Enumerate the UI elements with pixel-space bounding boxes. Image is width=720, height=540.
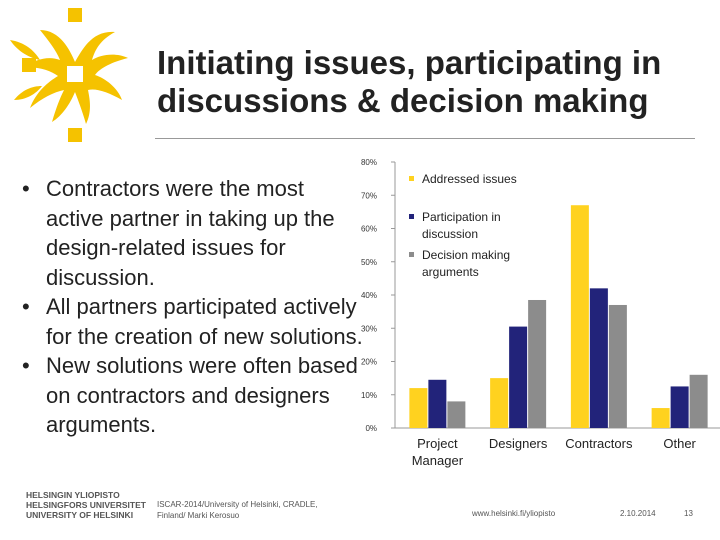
footer-logo-line: HELSINGFORS UNIVERSITET bbox=[26, 500, 146, 510]
legend-label-line: Decision making bbox=[422, 248, 510, 262]
x-tick-label: Contractors bbox=[565, 436, 633, 451]
bullet-list: • Contractors were the most active partn… bbox=[20, 174, 365, 440]
bullet-text: New solutions were often based on contra… bbox=[46, 353, 358, 437]
bar bbox=[608, 304, 627, 428]
bar bbox=[689, 374, 708, 428]
x-tick-label-line: Project bbox=[417, 436, 458, 451]
legend-swatch bbox=[409, 176, 414, 181]
y-tick-label: 60% bbox=[361, 225, 377, 234]
legend-label: Participation in discussion bbox=[422, 210, 501, 241]
bar bbox=[528, 299, 547, 428]
y-tick-label: 0% bbox=[365, 424, 377, 433]
legend-label: Decision making arguments bbox=[422, 248, 510, 279]
university-logo-icon bbox=[10, 8, 128, 142]
page-number: 13 bbox=[684, 509, 693, 518]
footer-university-name: HELSINGIN YLIOPISTO HELSINGFORS UNIVERSI… bbox=[26, 490, 146, 520]
legend-label-line: arguments bbox=[422, 265, 479, 279]
bullet-marker: • bbox=[22, 294, 30, 319]
bar bbox=[570, 205, 589, 428]
legend-label-line: Addressed issues bbox=[422, 172, 517, 186]
x-tick-label: Other bbox=[663, 436, 696, 451]
bullet-marker: • bbox=[22, 176, 30, 201]
y-tick-label: 70% bbox=[361, 191, 377, 200]
footer-credit: ISCAR-2014/University of Helsinki, CRADL… bbox=[157, 499, 318, 521]
bar bbox=[490, 378, 509, 428]
y-tick-label: 80% bbox=[361, 158, 377, 167]
bar-chart: 0% 10% 20% 30% 40% 50% 60% 70% 80% Project Manager… bbox=[361, 158, 720, 468]
bar bbox=[670, 386, 689, 428]
title-divider bbox=[155, 138, 695, 139]
footer-credit-line: Finland/ Marki Kerosuo bbox=[157, 511, 240, 520]
footer-logo-line: HELSINGIN YLIOPISTO bbox=[26, 490, 120, 500]
bar bbox=[509, 326, 528, 428]
legend-label: Addressed issues bbox=[422, 172, 517, 186]
y-tick-label: 30% bbox=[361, 324, 377, 333]
footer-date: 2.10.2014 bbox=[620, 509, 656, 518]
slide-title-line: Initiating issues, participating in bbox=[157, 44, 662, 81]
y-tick-label: 20% bbox=[361, 358, 377, 367]
footer-credit-line: ISCAR-2014/University of Helsinki, CRADL… bbox=[157, 500, 318, 509]
legend-label-line: discussion bbox=[422, 227, 478, 241]
bar bbox=[651, 408, 670, 428]
slide-title: Initiating issues, participating in disc… bbox=[157, 44, 697, 120]
x-tick-label-line: Manager bbox=[412, 453, 464, 468]
y-tick-label: 50% bbox=[361, 258, 377, 267]
bar bbox=[428, 379, 447, 428]
bullet-item: • All partners participated actively for… bbox=[20, 292, 365, 351]
legend-label-line: Participation in bbox=[422, 210, 501, 224]
footer-url: www.helsinki.fi/yliopisto bbox=[472, 509, 556, 518]
bar bbox=[409, 388, 428, 428]
x-tick-label: Designers bbox=[489, 436, 548, 451]
x-tick-label-line: Other bbox=[663, 436, 696, 451]
bullet-text: Contractors were the most active partner… bbox=[46, 176, 335, 290]
bar bbox=[447, 401, 466, 428]
bullet-text: All partners participated actively for t… bbox=[46, 294, 363, 349]
bullet-item: • New solutions were often based on cont… bbox=[20, 351, 365, 440]
legend-swatch bbox=[409, 214, 414, 219]
bullet-marker: • bbox=[22, 353, 30, 378]
y-tick-label: 40% bbox=[361, 291, 377, 300]
legend-swatch bbox=[409, 252, 414, 257]
x-tick-label: Project Manager bbox=[412, 436, 464, 468]
x-tick-label-line: Designers bbox=[489, 436, 548, 451]
bullet-item: • Contractors were the most active partn… bbox=[20, 174, 365, 292]
y-tick-label: 10% bbox=[361, 391, 377, 400]
slide-title-line: discussions & decision making bbox=[157, 82, 649, 119]
footer-logo-line: UNIVERSITY OF HELSINKI bbox=[26, 510, 134, 520]
x-tick-label-line: Contractors bbox=[565, 436, 633, 451]
bar bbox=[589, 288, 608, 428]
